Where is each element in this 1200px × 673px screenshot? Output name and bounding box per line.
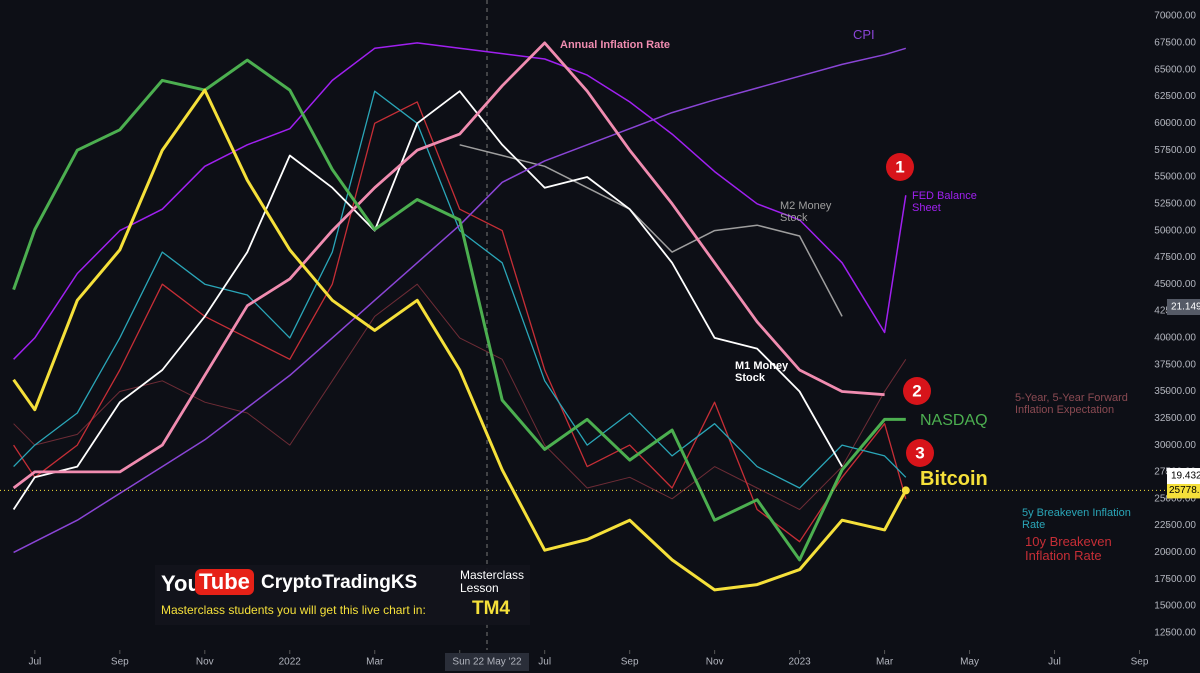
logo-tube: Tube	[195, 569, 254, 595]
axis-badge-label: 21.149T	[1171, 302, 1200, 313]
series-line	[12, 58, 906, 562]
axis-panel	[1165, 0, 1200, 673]
axis-badge-label: 19.432T	[1171, 471, 1200, 482]
series-label: NASDAQ	[920, 412, 988, 429]
axis-badge	[1167, 299, 1200, 315]
marker-label: 1	[895, 157, 904, 176]
y-tick-label: 55000.00	[1154, 172, 1196, 183]
x-tick-label: Jul	[28, 657, 41, 668]
series-label: CPI	[853, 27, 875, 42]
x-tick-label: Jul	[538, 657, 551, 668]
marker-circle	[903, 377, 931, 405]
marker-label: 2	[912, 381, 921, 400]
series-label: 5y Breakeven Inflation Rate	[1022, 507, 1131, 531]
last-price-dot	[901, 486, 910, 495]
marker-circle	[886, 153, 914, 181]
x-tick-label: Sep	[111, 657, 129, 668]
y-tick-label: 50000.00	[1154, 225, 1196, 236]
y-tick-label: 47500.00	[1154, 252, 1196, 263]
y-tick-label: 45000.00	[1154, 279, 1196, 290]
y-tick-label: 62500.00	[1154, 91, 1196, 102]
series-label: M2 Money Stock	[780, 200, 832, 224]
y-tick-label: 12500.00	[1154, 627, 1196, 638]
x-tick-label: 2022	[279, 657, 302, 668]
x-tick-label: May	[960, 657, 979, 668]
y-tick-label: 15000.00	[1154, 601, 1196, 612]
series-label: Annual Inflation Rate	[560, 39, 670, 51]
marker-label: 3	[915, 443, 924, 462]
y-tick-label: 67500.00	[1154, 38, 1196, 49]
x-tick-label: Nov	[196, 657, 214, 668]
y-tick-label: 57500.00	[1154, 145, 1196, 156]
crosshair-label: Sun 22 May '22	[452, 657, 522, 668]
marker-circle	[906, 439, 934, 467]
y-tick-label: 70000.00	[1154, 11, 1196, 22]
series-line	[459, 144, 843, 317]
logo-you: You	[161, 571, 201, 596]
note: Masterclass students you will get this l…	[161, 603, 426, 617]
x-tick-label: Sep	[1131, 657, 1149, 668]
last-price-badge	[1167, 482, 1200, 499]
banner: You Tube CryptoTradingKS Masterclass Les…	[155, 565, 530, 625]
series-label: Bitcoin	[920, 468, 988, 490]
series-label: FED Balance Sheet	[912, 190, 977, 214]
y-tick-label: 35000.00	[1154, 386, 1196, 397]
last-price-label: 25778.58	[1169, 485, 1200, 496]
x-tick-label: 2023	[788, 657, 811, 668]
x-tick-label: Nov	[706, 657, 724, 668]
series-line	[13, 283, 907, 510]
series-line	[13, 90, 907, 489]
y-tick-label: 30000.00	[1154, 440, 1196, 451]
channel-name: CryptoTradingKS	[261, 572, 418, 593]
series-line	[12, 90, 843, 510]
y-tick-label: 40000.00	[1154, 333, 1196, 344]
x-tick-label: Mar	[366, 657, 384, 668]
series-line	[13, 42, 907, 360]
series-line	[12, 88, 908, 592]
y-tick-label: 22500.00	[1154, 520, 1196, 531]
code: TM4	[472, 598, 510, 619]
y-tick-label: 25000.00	[1154, 493, 1196, 504]
series-line	[12, 41, 885, 490]
series-label: 10y Breakeven Inflation Rate	[1025, 534, 1112, 563]
y-tick-label: 60000.00	[1154, 118, 1196, 129]
series-label: M1 Money Stock	[735, 360, 789, 384]
y-tick-label: 52500.00	[1154, 198, 1196, 209]
y-tick-label: 17500.00	[1154, 574, 1196, 585]
crosshair-badge	[445, 653, 529, 671]
axis-badge	[1167, 468, 1200, 484]
x-tick-label: Jul	[1048, 657, 1061, 668]
x-tick-label: Mar	[876, 657, 894, 668]
series-label: 5-Year, 5-Year Forward Inflation Expecta…	[1015, 392, 1128, 416]
y-tick-label: 37500.00	[1154, 359, 1196, 370]
lesson: Masterclass Lesson	[460, 568, 525, 596]
y-tick-label: 32500.00	[1154, 413, 1196, 424]
x-tick-label: Sep	[621, 657, 639, 668]
y-tick-label: 65000.00	[1154, 64, 1196, 75]
y-tick-label: 20000.00	[1154, 547, 1196, 558]
